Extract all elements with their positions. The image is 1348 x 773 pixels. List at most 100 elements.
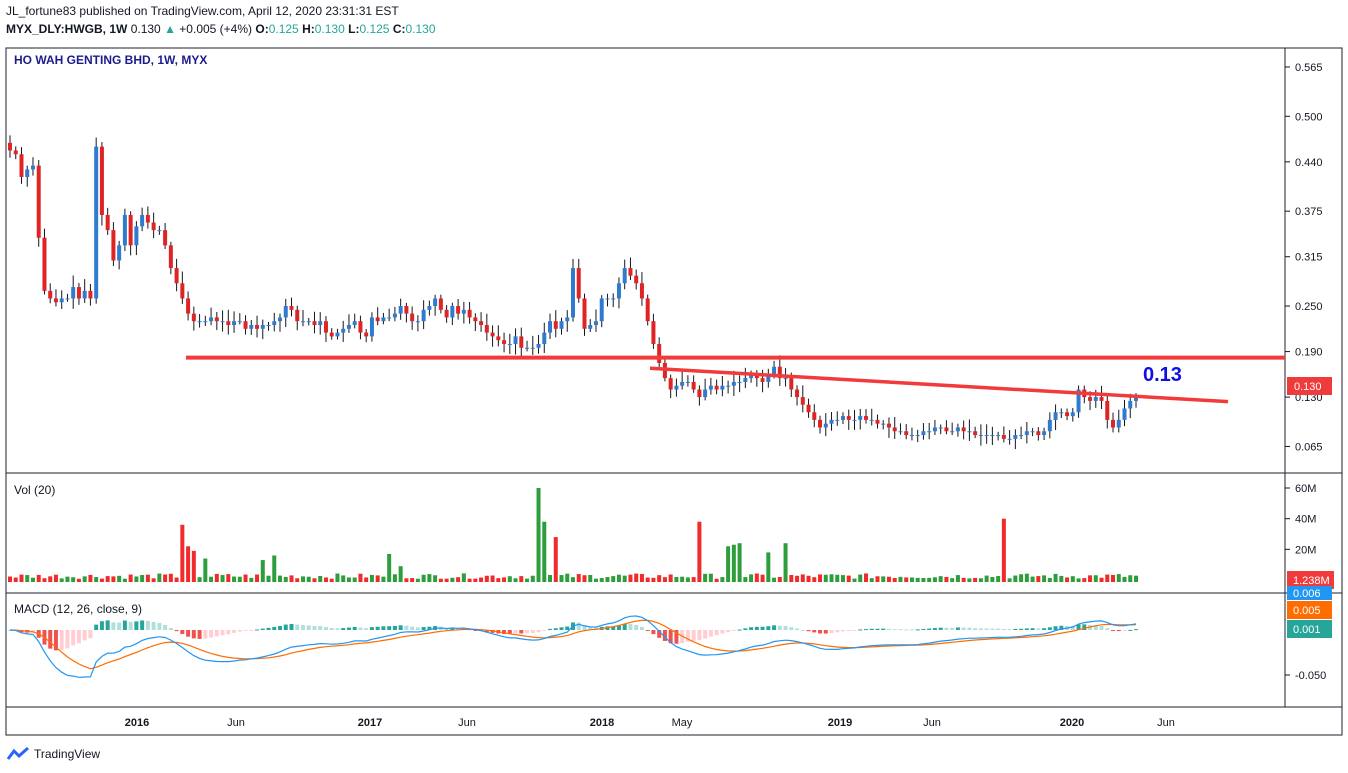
volume-bar — [1053, 573, 1058, 582]
volume-bar — [415, 578, 420, 582]
candle-body — [444, 309, 449, 318]
macd-histogram-bar — [427, 626, 432, 630]
macd-histogram-bar — [341, 628, 346, 630]
low-value: 0.125 — [359, 22, 390, 36]
chart-area[interactable]: HO WAH GENTING BHD, 1W, MYX Vol (20) MAC… — [0, 40, 1348, 773]
macd-histogram-bar — [157, 622, 162, 630]
candle-body — [967, 431, 972, 433]
volume-bar — [450, 577, 455, 582]
candle-body — [628, 268, 633, 276]
candle-body — [795, 389, 800, 398]
price-pane[interactable] — [5, 47, 1343, 474]
macd-histogram-bar — [714, 630, 719, 636]
macd-histogram-bar — [249, 630, 254, 631]
volume-bar — [76, 578, 81, 582]
candle-body — [536, 343, 541, 348]
volume-bar — [898, 576, 903, 582]
volume-bar — [731, 544, 736, 582]
volume-bar — [697, 521, 702, 582]
time-tick-label: Jun — [227, 717, 245, 729]
candle-body — [479, 321, 484, 326]
candle-body — [507, 343, 512, 345]
volume-bar — [1105, 574, 1110, 582]
volume-bar — [915, 577, 920, 582]
volume-bar — [352, 577, 357, 582]
candle-body — [295, 309, 300, 322]
candle-body — [955, 427, 960, 432]
macd-histogram-bar — [835, 630, 840, 633]
macd-histogram-bar — [272, 626, 277, 630]
candle-body — [42, 237, 47, 291]
macd-histogram-bar — [1042, 628, 1047, 630]
volume-axis-ticks: 60M 40M 20M — [1285, 483, 1316, 556]
candle-body — [203, 321, 208, 323]
macd-histogram-bar — [548, 628, 553, 630]
candle-body — [111, 230, 116, 261]
candle-body — [266, 325, 271, 327]
volume-bar — [237, 576, 242, 582]
macd-histogram-bar — [450, 627, 455, 630]
macd-histogram-bar — [174, 630, 179, 632]
candle-body — [48, 290, 53, 299]
macd-pane[interactable] — [5, 592, 1343, 708]
macd-badge-2 — [1287, 601, 1332, 619]
volume-bar — [197, 577, 202, 582]
macd-histogram-bar — [1105, 628, 1110, 630]
time-axis[interactable] — [5, 706, 1343, 736]
candle-body — [1116, 419, 1121, 428]
price-tick-label: 0.565 — [1295, 62, 1323, 74]
volume-bar — [163, 574, 168, 582]
macd-histogram-bar — [1007, 629, 1012, 631]
volume-bar — [961, 577, 966, 582]
candle-body — [59, 298, 64, 303]
resistance-trendline[interactable] — [649, 366, 1229, 404]
volume-bar — [674, 576, 679, 582]
candle-body — [772, 366, 777, 375]
macd-histogram-bar — [48, 630, 53, 649]
macd-histogram-bar — [708, 630, 713, 637]
candle-body — [651, 321, 656, 344]
macd-histogram-bar — [300, 625, 305, 630]
volume-bar — [559, 575, 564, 582]
candle-body — [904, 431, 909, 436]
macd-histogram-bar — [846, 630, 851, 631]
macd-histogram-bar — [1134, 629, 1138, 631]
volume-bar — [984, 575, 989, 582]
volume-bar — [749, 574, 754, 582]
macd-histogram-bar — [346, 627, 351, 630]
macd-histogram-bar — [944, 627, 949, 630]
macd-histogram-bar — [950, 627, 955, 630]
macd-histogram-bar — [674, 630, 679, 644]
volume-bar — [536, 488, 541, 582]
candle-body — [697, 389, 702, 398]
macd-histogram-bar — [697, 630, 702, 641]
candle-body — [576, 268, 581, 299]
candle-body — [369, 317, 374, 337]
volume-bar — [622, 575, 627, 582]
volume-bar — [174, 577, 179, 582]
volume-bar — [714, 578, 719, 582]
candle-body — [513, 336, 518, 344]
symbol-label[interactable]: MYX_DLY:HWGB, 1W — [6, 22, 128, 36]
volume-bar — [657, 575, 662, 582]
volume-bar — [404, 578, 409, 582]
up-arrow-icon: ▲ — [164, 22, 176, 36]
volume-bar — [502, 577, 507, 582]
macd-histogram-bar — [197, 630, 202, 639]
brand-label[interactable]: TradingView — [34, 747, 101, 761]
volume-bar — [611, 576, 616, 582]
macd-histogram-bar — [352, 627, 357, 630]
candle-body — [927, 431, 932, 433]
candle-body — [151, 222, 156, 231]
macd-histogram-bar — [553, 628, 558, 630]
candle-body — [358, 321, 363, 333]
volume-bar — [243, 574, 248, 582]
candle-body — [88, 290, 93, 299]
macd-histogram-bar — [760, 626, 765, 630]
candle-body — [180, 283, 185, 299]
macd-histogram-bar — [243, 630, 248, 632]
candle-body — [76, 287, 81, 299]
candle-body — [1128, 400, 1133, 409]
candle-body — [99, 146, 104, 215]
candle-body — [898, 431, 903, 433]
